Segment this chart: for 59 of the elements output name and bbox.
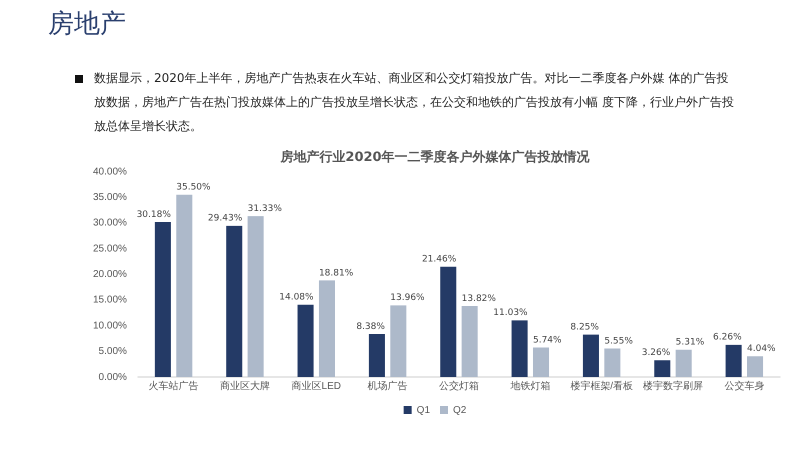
y-tick-label: 25.00% — [92, 243, 128, 254]
bar — [532, 348, 550, 377]
text: 数据显示，2020年上半年，房地产广告热衷在火车站、商业区和公交灯箱投放广告。对比一二季度各户外媒 体的广告投放数据，房地产广告在热门投放媒体上的广告投放呈增长状态，在公交和地铁的广告投放有小幅 度下降，行业户外广告投放总体呈增长状态。 — [94, 70, 734, 135]
bar — [654, 360, 670, 377]
bar — [298, 304, 314, 377]
y-tick-label: 10.00% — [92, 320, 128, 332]
x-tick-label: 商业区LED — [292, 380, 341, 392]
data-label: 5.74% — [532, 335, 562, 346]
y-tick-label: 30.00% — [92, 218, 128, 229]
bar — [747, 356, 764, 377]
data-label: 8.38% — [356, 322, 386, 332]
bar — [368, 334, 385, 377]
data-label: 31.33% — [248, 204, 282, 214]
x-tick-label: 楼宇框架/看板 — [570, 380, 634, 392]
legend-label: Q2 — [453, 404, 467, 416]
chart-title: 房地产行业2020年一二季度各户外媒体广告投放情况 — [279, 149, 591, 166]
data-label: 13.82% — [462, 294, 496, 304]
x-tick-label: 楼宇数字刷屏 — [642, 380, 703, 392]
data-label: 8.25% — [570, 322, 600, 332]
data-label: 5.55% — [604, 336, 634, 346]
data-label: 13.96% — [390, 293, 426, 304]
bar — [440, 266, 456, 377]
data-label: 21.46% — [422, 254, 457, 265]
bar — [176, 194, 192, 377]
data-label: 3.26% — [642, 348, 671, 358]
data-label: 6.26% — [713, 332, 742, 343]
x-tick-label: 火车站广告 — [148, 380, 199, 392]
data-label: 4.04% — [747, 344, 776, 354]
bar — [462, 306, 478, 377]
x-tick-label: 公交车身 — [724, 380, 764, 392]
data-label: 14.08% — [279, 292, 314, 303]
data-label: 30.18% — [136, 210, 172, 220]
bar — [318, 280, 335, 377]
x-tick-label: 地铁灯箱 — [509, 380, 550, 392]
bar — [604, 348, 620, 377]
bar — [248, 216, 264, 377]
x-tick-label: 公交灯箱 — [438, 380, 479, 392]
data-label: 11.03% — [493, 308, 528, 318]
bar — [726, 344, 742, 377]
y-tick-label: 40.00% — [92, 166, 128, 178]
data-label: 35.50% — [176, 182, 212, 193]
y-tick-label: 5.00% — [98, 346, 128, 358]
y-tick-label: 15.00% — [92, 294, 128, 306]
bar — [390, 305, 406, 377]
legend-label: Q1 — [416, 404, 430, 416]
y-tick-label: 0.00% — [98, 372, 128, 383]
bar — [226, 226, 242, 377]
bar — [512, 320, 528, 377]
bar — [582, 334, 599, 377]
bar — [154, 222, 171, 377]
x-tick-label: 机场广告 — [368, 380, 408, 392]
data-label: 29.43% — [208, 214, 243, 224]
data-label: 18.81% — [318, 268, 354, 278]
data-label: 5.31% — [676, 338, 705, 348]
y-tick-label: 35.00% — [92, 192, 128, 204]
x-tick-label: 商业区大牌 — [220, 380, 270, 392]
text: 房地产 — [48, 8, 126, 40]
y-tick-label: 20.00% — [92, 269, 128, 280]
bar — [676, 350, 692, 377]
